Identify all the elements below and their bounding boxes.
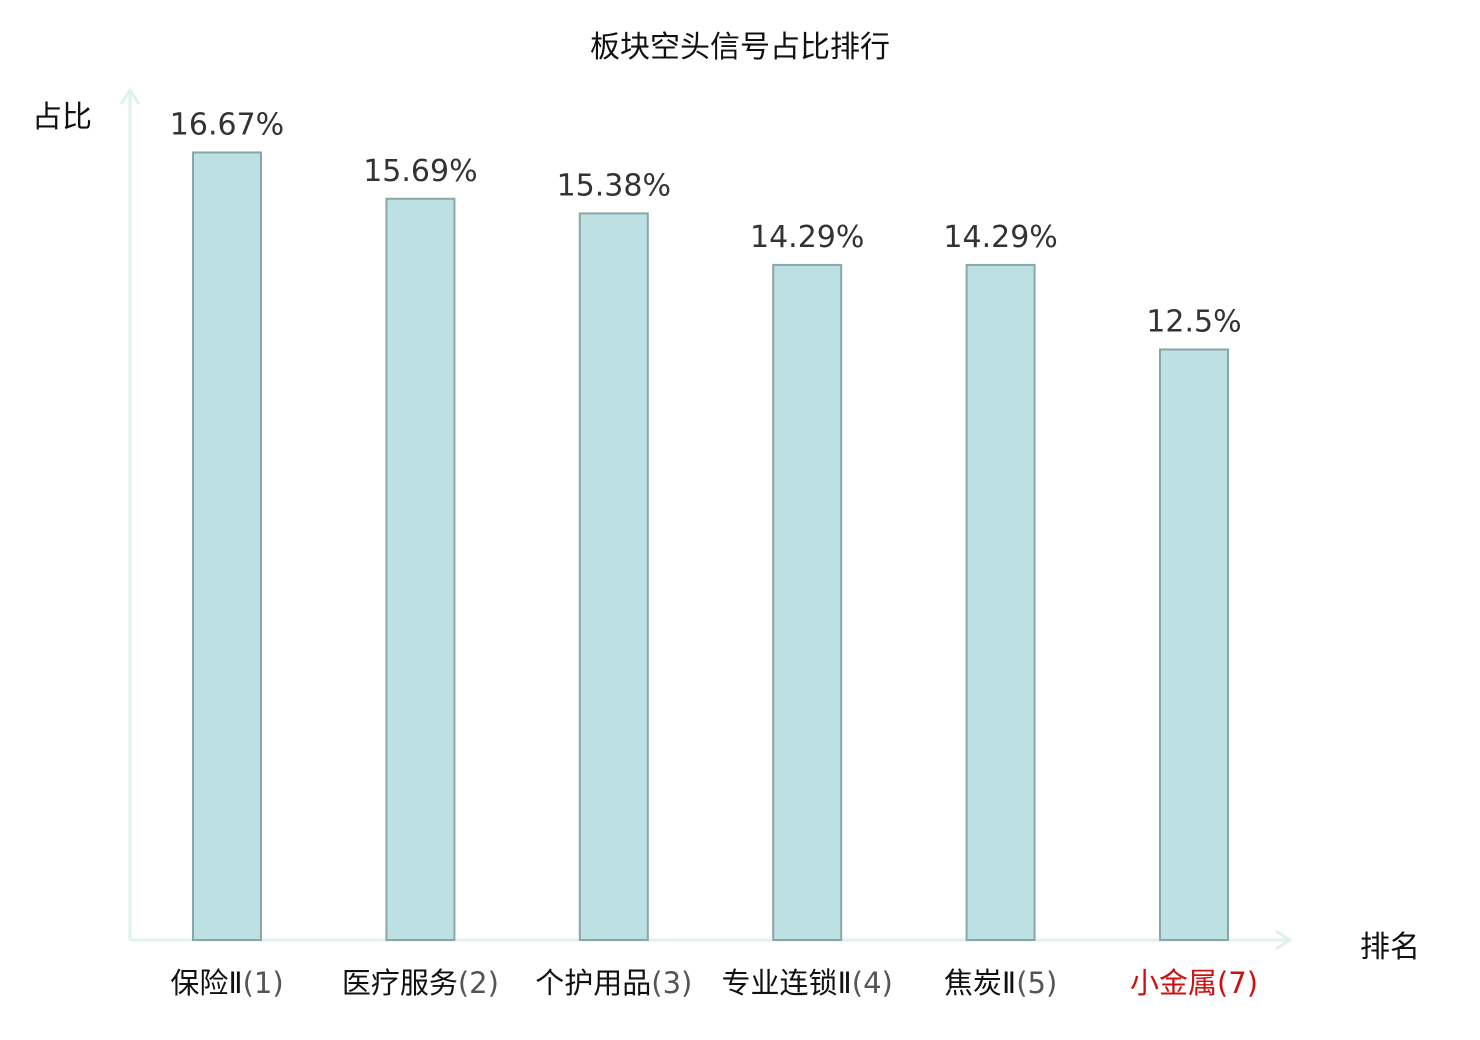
- category-name: 焦炭Ⅱ: [943, 966, 1017, 1000]
- category-label: 焦炭Ⅱ(5): [911, 966, 1091, 1000]
- bar: [385, 197, 456, 942]
- y-axis-arrow: [119, 87, 141, 105]
- value-label: 15.38%: [557, 168, 671, 203]
- category-label: 个护用品(3): [524, 966, 704, 1000]
- category-name: 医疗服务: [341, 966, 458, 1000]
- bar: [1159, 348, 1229, 941]
- value-labels: 16.67% 15.69% 15.38% 14.29% 14.29% 12.5%: [170, 107, 1242, 339]
- category-name: 保险Ⅱ: [170, 966, 243, 1000]
- category-rank: (1): [242, 966, 284, 1000]
- category-label: 专业连锁Ⅱ(4): [717, 966, 897, 1000]
- category-rank: (3): [651, 966, 693, 1000]
- value-label: 15.69%: [363, 154, 477, 189]
- category-rank: (4): [851, 966, 893, 1000]
- bar: [772, 263, 843, 941]
- x-axis-label: 排名: [1360, 930, 1420, 965]
- category-label: 小金属(7): [1104, 966, 1284, 1000]
- value-label: 14.29%: [750, 220, 864, 255]
- category-label: 保险Ⅱ(1): [137, 966, 317, 1000]
- bar: [578, 212, 649, 942]
- value-label: 14.29%: [943, 220, 1057, 255]
- category-name: 专业连锁Ⅱ: [721, 966, 852, 1000]
- chart-title: 板块空头信号占比排行: [590, 30, 890, 65]
- value-label: 12.5%: [1146, 304, 1241, 339]
- y-axis-label: 占比: [32, 100, 92, 135]
- bars: [192, 151, 1229, 942]
- category-rank: (7): [1216, 966, 1259, 1000]
- axes: [119, 87, 1293, 951]
- x-axis-arrow: [1275, 929, 1293, 951]
- category-rank: (2): [457, 966, 499, 1000]
- bar: [192, 151, 262, 942]
- category-name: 小金属: [1129, 966, 1217, 1000]
- value-label: 16.67%: [170, 107, 284, 142]
- category-name: 个护用品: [535, 966, 652, 1000]
- category-label: 医疗服务(2): [330, 966, 510, 1000]
- category-rank: (5): [1016, 966, 1058, 1000]
- bar: [965, 263, 1036, 941]
